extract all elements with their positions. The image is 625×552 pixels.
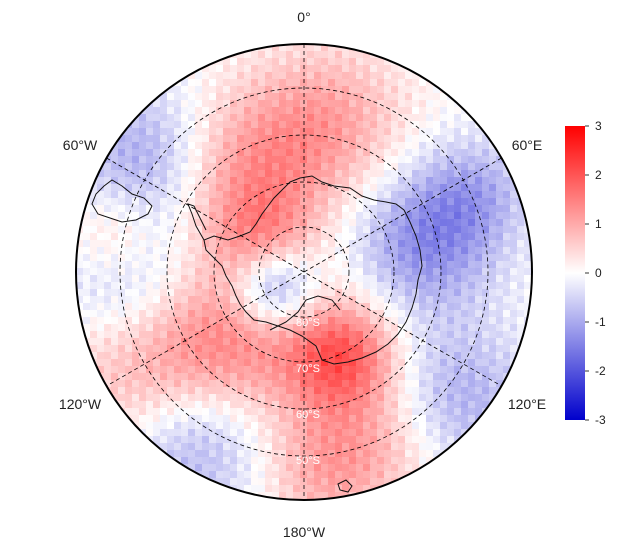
meridian-60w-120e (106, 157, 502, 387)
latitude-labels: 80°S 70°S 60°S 50°S (296, 317, 320, 467)
new-zealand-coastline (337, 479, 353, 493)
lon-label-bottom: 180°W (283, 524, 326, 540)
colorbar: 3 2 1 0 -1 -2 -3 (565, 119, 606, 427)
colorbar-tick-label: -3 (595, 413, 606, 427)
latitude-circle-50s (119, 87, 489, 457)
lat-label-60s: 60°S (296, 409, 320, 421)
lat-label-50s: 50°S (296, 455, 320, 467)
colorbar-tick-label: 1 (595, 217, 602, 231)
meridian-60e-120w (106, 157, 502, 387)
lon-label-top: 0° (297, 9, 310, 25)
colorbar-tick-label: -2 (595, 364, 606, 378)
lat-label-70s: 70°S (296, 363, 320, 375)
lon-label-lower-left: 120°W (59, 396, 102, 412)
lon-label-lower-right: 120°E (508, 396, 546, 412)
lon-label-upper-left: 60°W (63, 137, 98, 153)
colorbar-tick-label: -1 (595, 315, 606, 329)
ross-ice-shelf-coastline (269, 295, 341, 331)
south-america-coastline (91, 179, 153, 223)
graticule (106, 44, 502, 500)
antarctic-peninsula-coastline (187, 203, 207, 241)
colorbar-gradient (565, 126, 585, 420)
colorbar-tick-label: 2 (595, 168, 602, 182)
map-boundary (75, 43, 533, 501)
colorbar-tick-label: 3 (595, 119, 602, 133)
colorbar-tick-label: 0 (595, 266, 602, 280)
anomaly-field (76, 44, 532, 500)
colorbar-ticks: 3 2 1 0 -1 -2 -3 (585, 119, 606, 427)
lon-label-upper-right: 60°E (512, 137, 543, 153)
lat-label-80s: 80°S (296, 317, 320, 329)
